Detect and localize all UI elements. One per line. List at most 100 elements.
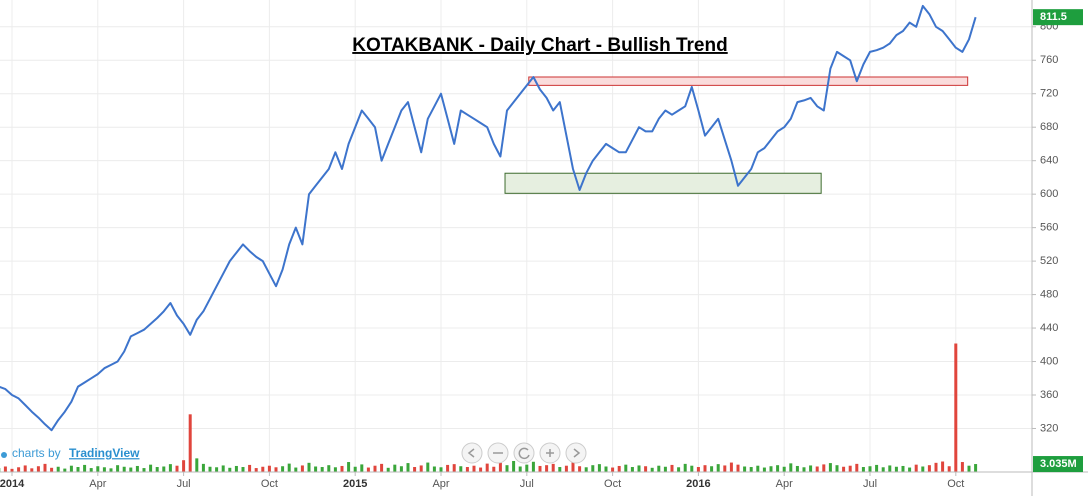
attribution-link[interactable]: TradingView <box>69 446 140 460</box>
volume-bar <box>89 468 93 472</box>
volume-bar <box>320 467 324 472</box>
price-badge-label: 811.5 <box>1040 11 1067 23</box>
volume-bar <box>498 462 502 472</box>
volume-bar <box>360 464 364 472</box>
volume-bar <box>182 460 186 472</box>
volume-bar <box>809 465 813 472</box>
volume-bar <box>571 459 575 472</box>
volume-bar <box>419 465 423 472</box>
volume-bar <box>50 467 54 472</box>
volume-bar <box>340 465 344 472</box>
volume-bar <box>30 468 34 472</box>
volume-bar <box>564 465 568 472</box>
volume-bar <box>129 467 133 472</box>
volume-bar <box>861 467 865 472</box>
scroll-right-button[interactable] <box>565 442 587 464</box>
volume-bar <box>776 465 780 472</box>
volume-bar <box>828 463 832 472</box>
y-tick-label: 520 <box>1040 255 1058 267</box>
volume-bar <box>406 463 410 472</box>
volume-bar <box>149 464 153 472</box>
volume-bar <box>485 463 489 472</box>
volume-bar <box>465 467 469 472</box>
volume-bar <box>399 466 403 472</box>
volume-bar <box>393 464 397 472</box>
volume-bar <box>505 465 509 472</box>
zoom-controls <box>461 442 587 464</box>
y-tick-label: 640 <box>1040 155 1058 167</box>
volume-bar <box>155 467 159 472</box>
x-tick-label: Oct <box>604 478 621 490</box>
volume-bar <box>743 466 747 472</box>
chart-title: KOTAKBANK - Daily Chart - Bullish Trend <box>352 35 727 56</box>
volume-bar <box>142 468 146 472</box>
volume-bar <box>716 464 720 472</box>
volume-bar <box>221 465 225 472</box>
volume-bar <box>941 461 945 472</box>
volume-bar <box>611 467 615 472</box>
volume-bar <box>43 463 47 472</box>
volume-bar <box>947 466 951 472</box>
x-tick-label: Jul <box>177 478 191 490</box>
volume-bar <box>789 463 793 472</box>
volume-bar <box>23 465 27 472</box>
volume-bar <box>63 468 67 472</box>
volume-bar <box>696 467 700 472</box>
scroll-left-button[interactable] <box>461 442 483 464</box>
volume-bar <box>472 465 476 472</box>
x-tick-label: 2014 <box>0 478 25 490</box>
zone <box>504 172 822 194</box>
volume-bar <box>663 466 667 472</box>
price <box>0 4 977 432</box>
volume-bar <box>267 465 271 472</box>
logo <box>1 452 7 458</box>
volume-bar <box>617 465 621 472</box>
volume-bar <box>254 468 258 472</box>
volume-badge-label: 3.035M <box>1040 458 1077 470</box>
volume-bar <box>287 463 291 472</box>
axes: 3203604004404805205606006406807207608002… <box>0 9 1083 490</box>
volume-bar <box>518 466 522 472</box>
volume-bar <box>452 464 456 472</box>
x-tick-label: Oct <box>261 478 278 490</box>
volume-bar <box>327 465 331 472</box>
volume-bar <box>934 462 938 472</box>
volume-bar <box>974 464 978 472</box>
volume-bar <box>551 463 555 472</box>
volume-bar <box>162 466 166 472</box>
y-tick-label: 760 <box>1040 54 1058 66</box>
volume-bar <box>347 462 351 472</box>
volume-bar <box>650 467 654 472</box>
volume-bar <box>815 466 819 472</box>
reset-button[interactable] <box>513 442 535 464</box>
x-tick-label: Jul <box>520 478 534 490</box>
volume-bar <box>703 465 707 472</box>
volume-bar <box>558 467 562 472</box>
volume-bar <box>69 465 73 472</box>
volume-bar <box>875 464 879 472</box>
volume-bar <box>538 465 542 472</box>
volume-bar <box>261 466 265 472</box>
volume-bar <box>116 465 120 472</box>
volume-bar <box>954 343 958 472</box>
volume-bar <box>584 467 588 472</box>
volume-bar <box>868 466 872 472</box>
volume-bar <box>373 465 377 472</box>
volume-bar <box>657 465 661 472</box>
volume-bar <box>960 462 964 472</box>
volume-bar <box>512 460 516 472</box>
volume-bar <box>281 466 285 472</box>
volume-bar <box>921 466 925 472</box>
x-tick-label: Apr <box>89 478 106 490</box>
y-tick-label: 440 <box>1040 322 1058 334</box>
volume-bar <box>10 468 14 472</box>
volume-bar <box>927 465 931 472</box>
volume-bar <box>17 467 21 472</box>
volume-bar <box>234 465 238 472</box>
volume-bar <box>624 464 628 472</box>
y-tick-label: 560 <box>1040 222 1058 234</box>
price-line <box>0 4 977 432</box>
volume-bar <box>366 467 370 472</box>
volume-bar <box>604 466 608 472</box>
